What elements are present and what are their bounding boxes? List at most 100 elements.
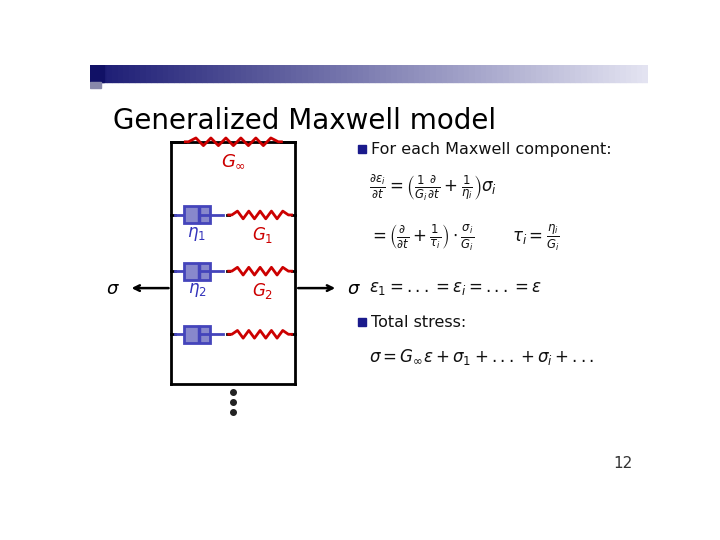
Bar bbox=[230, 65, 235, 82]
Bar bbox=[163, 65, 168, 82]
Bar bbox=[207, 65, 213, 82]
Bar bbox=[386, 65, 392, 82]
Bar bbox=[526, 65, 531, 82]
Bar bbox=[358, 318, 366, 326]
Bar bbox=[101, 65, 107, 82]
Bar bbox=[547, 65, 553, 82]
Bar bbox=[307, 65, 313, 82]
Text: $\sigma$: $\sigma$ bbox=[347, 280, 361, 298]
Bar bbox=[459, 65, 464, 82]
Bar bbox=[140, 65, 145, 82]
Bar bbox=[593, 65, 598, 82]
Bar bbox=[280, 65, 285, 82]
Bar bbox=[135, 65, 140, 82]
Bar bbox=[631, 65, 637, 82]
Bar bbox=[431, 65, 436, 82]
Bar bbox=[508, 65, 514, 82]
Bar bbox=[609, 65, 615, 82]
Text: $G_2$: $G_2$ bbox=[252, 281, 274, 301]
Bar bbox=[240, 65, 246, 82]
Text: $\frac{\partial\varepsilon_i}{\partial t} = \left(\frac{1}{G_i}\frac{\partial}{\: $\frac{\partial\varepsilon_i}{\partial t… bbox=[369, 173, 497, 204]
Bar bbox=[184, 326, 210, 343]
Bar bbox=[358, 65, 364, 82]
Text: For each Maxwell component:: For each Maxwell component: bbox=[371, 142, 611, 157]
Bar bbox=[107, 65, 112, 82]
Bar bbox=[347, 65, 352, 82]
Text: $\sigma = G_\infty\varepsilon + \sigma_1 + ...+ \sigma_i + ...$: $\sigma = G_\infty\varepsilon + \sigma_1… bbox=[369, 347, 595, 367]
Bar bbox=[570, 65, 575, 82]
Bar bbox=[587, 65, 593, 82]
Bar bbox=[190, 65, 196, 82]
Bar bbox=[291, 65, 297, 82]
Text: $\eta_1$: $\eta_1$ bbox=[187, 225, 207, 243]
Bar bbox=[336, 65, 341, 82]
Bar bbox=[90, 65, 104, 82]
Bar bbox=[151, 65, 157, 82]
Bar bbox=[285, 65, 291, 82]
Bar bbox=[235, 65, 240, 82]
Bar bbox=[364, 65, 369, 82]
Bar bbox=[598, 65, 603, 82]
Text: $G_1$: $G_1$ bbox=[252, 225, 274, 245]
Text: $\sigma$: $\sigma$ bbox=[106, 280, 120, 298]
Bar bbox=[313, 65, 319, 82]
Text: 12: 12 bbox=[613, 456, 632, 471]
Bar bbox=[637, 65, 642, 82]
Bar bbox=[425, 65, 431, 82]
Bar bbox=[96, 65, 101, 82]
Bar bbox=[475, 65, 481, 82]
Bar bbox=[581, 65, 587, 82]
Bar bbox=[302, 65, 307, 82]
Bar bbox=[112, 65, 118, 82]
Bar bbox=[402, 65, 408, 82]
Bar bbox=[520, 65, 526, 82]
Bar bbox=[252, 65, 258, 82]
Bar bbox=[118, 65, 124, 82]
Bar bbox=[324, 65, 330, 82]
Bar bbox=[297, 65, 302, 82]
Bar bbox=[90, 65, 96, 82]
Bar bbox=[447, 65, 453, 82]
Bar bbox=[330, 65, 336, 82]
Text: $G_\infty$: $G_\infty$ bbox=[221, 153, 246, 171]
Text: $\eta_2$: $\eta_2$ bbox=[187, 281, 207, 299]
Bar bbox=[168, 65, 174, 82]
Bar bbox=[319, 65, 324, 82]
Bar bbox=[536, 65, 542, 82]
Bar bbox=[352, 65, 358, 82]
Bar bbox=[626, 65, 631, 82]
Bar bbox=[514, 65, 520, 82]
Bar bbox=[202, 65, 207, 82]
Bar bbox=[392, 65, 397, 82]
Bar bbox=[408, 65, 414, 82]
Bar bbox=[374, 65, 380, 82]
Bar bbox=[481, 65, 486, 82]
Bar bbox=[174, 65, 179, 82]
Bar bbox=[642, 65, 648, 82]
Bar bbox=[213, 65, 218, 82]
Bar bbox=[124, 65, 129, 82]
Bar bbox=[258, 65, 263, 82]
Bar bbox=[542, 65, 547, 82]
Bar bbox=[90, 82, 101, 88]
Bar bbox=[184, 262, 210, 280]
Bar bbox=[224, 65, 230, 82]
Bar bbox=[603, 65, 609, 82]
Bar bbox=[486, 65, 492, 82]
Bar bbox=[441, 65, 447, 82]
Bar bbox=[129, 65, 135, 82]
Bar bbox=[274, 65, 280, 82]
Text: Total stress:: Total stress: bbox=[371, 315, 466, 330]
Bar bbox=[419, 65, 425, 82]
Text: $= \left(\frac{\partial}{\partial t} + \frac{1}{\tau_i}\right)\cdot\frac{\sigma_: $= \left(\frac{\partial}{\partial t} + \… bbox=[369, 223, 474, 253]
Text: Generalized Maxwell model: Generalized Maxwell model bbox=[113, 107, 496, 135]
Text: $\varepsilon_1 = ... = \varepsilon_i = ... = \varepsilon$: $\varepsilon_1 = ... = \varepsilon_i = .… bbox=[369, 279, 541, 297]
Bar bbox=[157, 65, 163, 82]
Bar bbox=[453, 65, 458, 82]
Bar bbox=[615, 65, 620, 82]
Text: $\tau_i = \frac{\eta_i}{G_i}$: $\tau_i = \frac{\eta_i}{G_i}$ bbox=[513, 223, 560, 253]
Bar bbox=[575, 65, 581, 82]
Bar bbox=[179, 65, 185, 82]
Bar bbox=[269, 65, 274, 82]
Bar bbox=[369, 65, 374, 82]
